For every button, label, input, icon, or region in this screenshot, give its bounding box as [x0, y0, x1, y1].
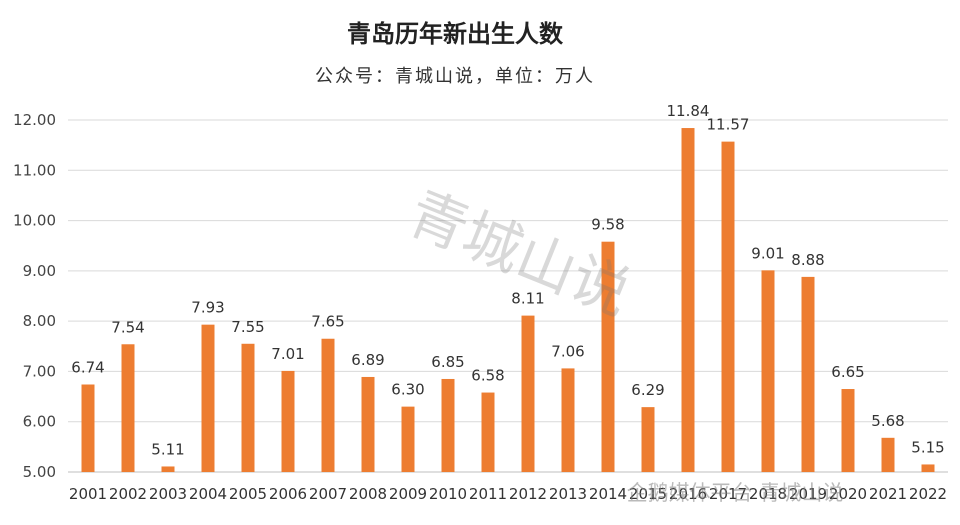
data-label-2011: 6.58 — [471, 367, 504, 385]
x-tick-label: 2021 — [869, 485, 907, 503]
bar-2010 — [441, 378, 455, 472]
y-tick-label: 5.00 — [23, 463, 56, 481]
data-label-2022: 5.15 — [911, 438, 944, 456]
bar-2022 — [921, 464, 935, 472]
bar-2008 — [361, 376, 375, 472]
bar-2013 — [561, 368, 575, 472]
y-tick-label: 7.00 — [23, 362, 56, 380]
data-label-2021: 5.68 — [871, 412, 904, 430]
data-label-2013: 7.06 — [551, 342, 584, 360]
data-label-2016: 11.84 — [667, 102, 710, 120]
data-label-2009: 6.30 — [391, 381, 424, 399]
x-tick-label: 2011 — [469, 485, 507, 503]
bar-2009 — [401, 406, 415, 472]
bar-2014 — [601, 241, 615, 472]
data-label-2018: 9.01 — [751, 244, 784, 262]
y-axis-ticks: 5.00 6.00 7.00 8.00 9.00 10.00 11.00 12.00 — [13, 111, 56, 481]
bar-2003 — [161, 466, 175, 472]
data-label-2010: 6.85 — [431, 353, 464, 371]
bar-2004 — [201, 324, 215, 472]
data-label-2014: 9.58 — [591, 216, 624, 234]
bar-2006 — [281, 370, 295, 472]
x-tick-label: 2001 — [69, 485, 107, 503]
bar-2015 — [641, 407, 655, 472]
chart-title: 青岛历年新出生人数 — [347, 19, 564, 48]
x-tick-label: 2009 — [389, 485, 427, 503]
data-label-2019: 8.88 — [791, 251, 824, 269]
bar-2007 — [321, 338, 335, 472]
y-tick-label: 6.00 — [23, 413, 56, 431]
x-tick-label: 2008 — [349, 485, 387, 503]
bar-2021 — [881, 437, 895, 472]
x-tick-label: 2012 — [509, 485, 547, 503]
x-tick-label: 2022 — [909, 485, 947, 503]
data-label-2017: 11.57 — [707, 116, 750, 134]
chart-subtitle: 公众号：青城山说，单位：万人 — [315, 66, 595, 87]
x-tick-label: 2006 — [269, 485, 307, 503]
gridlines — [68, 119, 948, 473]
bar-2012 — [521, 315, 535, 472]
x-tick-label: 2019 — [789, 485, 827, 503]
data-label-2008: 6.89 — [351, 351, 384, 369]
x-tick-label: 2016 — [669, 485, 707, 503]
x-tick-label: 2013 — [549, 485, 587, 503]
x-tick-label: 2003 — [149, 485, 187, 503]
data-label-2001: 6.74 — [71, 359, 104, 377]
bar-2001 — [81, 384, 95, 472]
bar-2020 — [841, 389, 855, 472]
x-tick-label: 2017 — [709, 485, 747, 503]
data-labels: 6.74 7.54 5.11 7.93 7.55 7.01 7.65 6.89 6.30 6.85… — [71, 102, 944, 458]
bar-2017 — [721, 141, 735, 472]
bar-2011 — [481, 392, 495, 472]
x-tick-label: 2007 — [309, 485, 347, 503]
y-tick-label: 8.00 — [23, 312, 56, 330]
data-label-2004: 7.93 — [191, 299, 224, 317]
data-label-2015: 6.29 — [631, 381, 664, 399]
y-tick-label: 12.00 — [13, 111, 56, 129]
bars — [81, 128, 935, 472]
data-label-2003: 5.11 — [151, 440, 184, 458]
x-tick-label: 2018 — [749, 485, 787, 503]
bar-2019 — [801, 276, 815, 472]
x-tick-label: 2002 — [109, 485, 147, 503]
data-label-2005: 7.55 — [231, 318, 264, 336]
x-tick-label: 2020 — [829, 485, 867, 503]
x-axis-ticks: 2001 2002 2003 2004 2005 2006 2007 2008 2009 2010… — [69, 485, 947, 503]
credit-watermark: 企鹅媒体平台 青城山说 — [627, 481, 844, 505]
x-tick-label: 2014 — [589, 485, 627, 503]
y-tick-label: 10.00 — [13, 212, 56, 230]
data-label-2007: 7.65 — [311, 313, 344, 331]
data-label-2002: 7.54 — [111, 318, 144, 336]
bar-2005 — [241, 343, 255, 472]
data-label-2020: 6.65 — [831, 363, 864, 381]
data-label-2006: 7.01 — [271, 345, 304, 363]
data-label-2012: 8.11 — [511, 290, 544, 308]
bar-2016 — [681, 128, 695, 472]
x-tick-label: 2005 — [229, 485, 267, 503]
y-tick-label: 11.00 — [13, 161, 56, 179]
bar-2002 — [121, 344, 135, 472]
x-tick-label: 2015 — [629, 485, 667, 503]
x-tick-label: 2004 — [189, 485, 227, 503]
y-tick-label: 9.00 — [23, 262, 56, 280]
x-tick-label: 2010 — [429, 485, 467, 503]
bar-2018 — [761, 270, 775, 472]
